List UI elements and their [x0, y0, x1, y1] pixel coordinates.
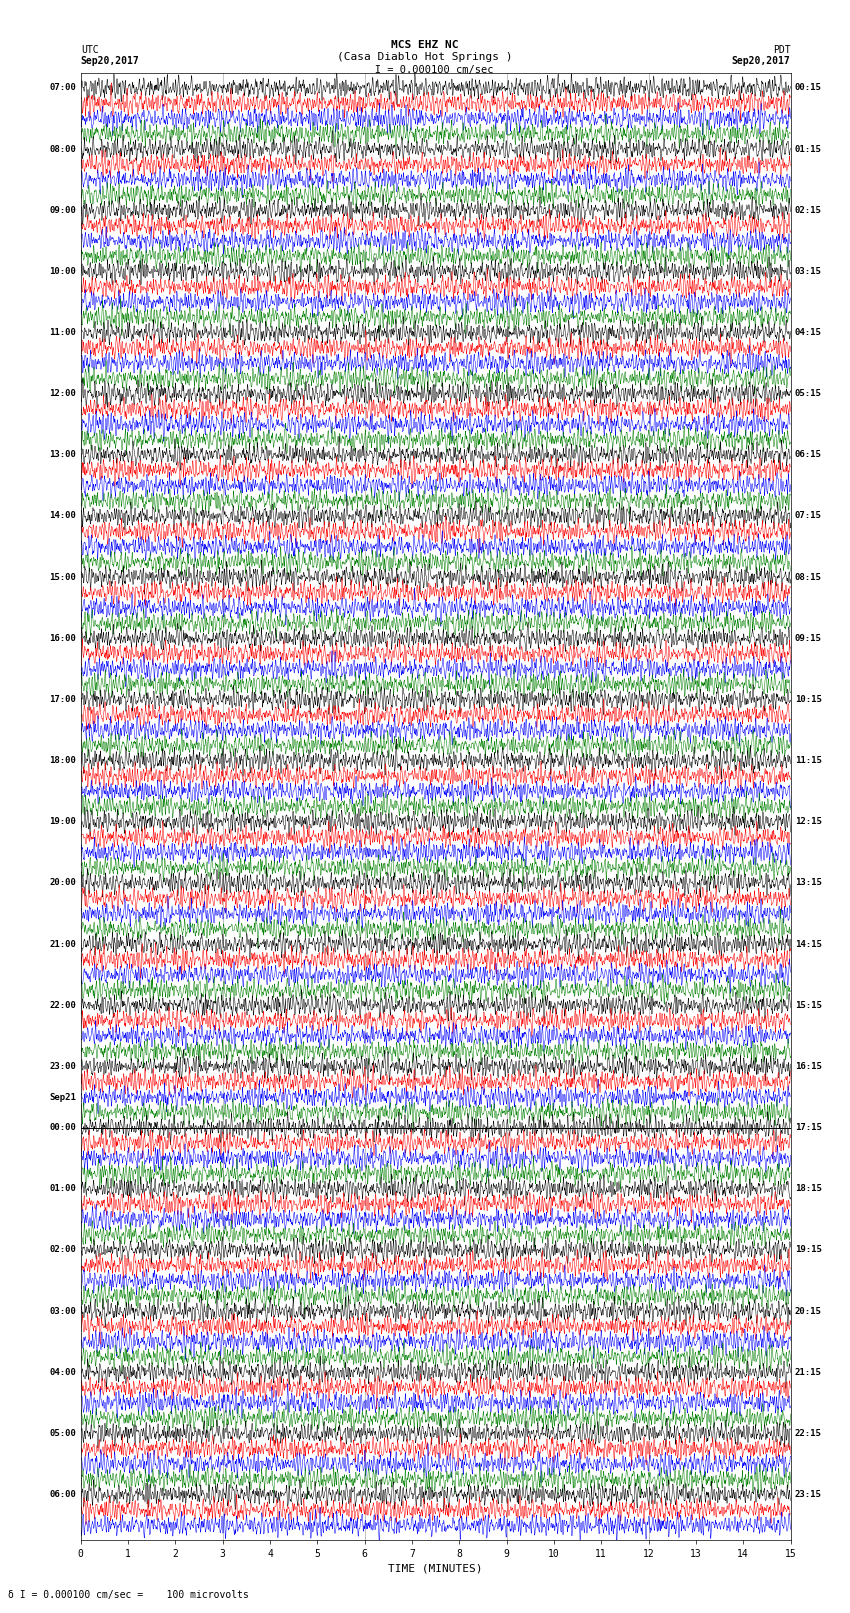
Text: 16:00: 16:00 [49, 634, 76, 644]
Text: 15:00: 15:00 [49, 573, 76, 582]
Text: 08:15: 08:15 [795, 573, 822, 582]
Text: MCS EHZ NC: MCS EHZ NC [391, 40, 459, 50]
Text: 19:00: 19:00 [49, 818, 76, 826]
Text: 17:00: 17:00 [49, 695, 76, 703]
Text: 21:15: 21:15 [795, 1368, 822, 1378]
Text: (Casa Diablo Hot Springs ): (Casa Diablo Hot Springs ) [337, 52, 513, 61]
Text: 06:15: 06:15 [795, 450, 822, 460]
Text: 21:00: 21:00 [49, 940, 76, 948]
Text: 03:00: 03:00 [49, 1307, 76, 1316]
Text: 22:15: 22:15 [795, 1429, 822, 1437]
Text: Sep20,2017: Sep20,2017 [81, 56, 139, 66]
Text: 15:15: 15:15 [795, 1000, 822, 1010]
Text: 12:00: 12:00 [49, 389, 76, 398]
Text: 10:00: 10:00 [49, 266, 76, 276]
Text: 14:00: 14:00 [49, 511, 76, 521]
Text: 06:00: 06:00 [49, 1490, 76, 1498]
Text: 18:15: 18:15 [795, 1184, 822, 1194]
Text: 12:15: 12:15 [795, 818, 822, 826]
Text: UTC: UTC [81, 45, 99, 55]
Text: 09:15: 09:15 [795, 634, 822, 644]
Text: 17:15: 17:15 [795, 1123, 822, 1132]
Text: 23:00: 23:00 [49, 1061, 76, 1071]
Text: 04:15: 04:15 [795, 327, 822, 337]
Text: 07:00: 07:00 [49, 84, 76, 92]
Text: 05:00: 05:00 [49, 1429, 76, 1437]
Text: 01:15: 01:15 [795, 145, 822, 153]
Text: 20:15: 20:15 [795, 1307, 822, 1316]
Text: 11:00: 11:00 [49, 327, 76, 337]
Text: 02:00: 02:00 [49, 1245, 76, 1255]
Text: 22:00: 22:00 [49, 1000, 76, 1010]
Text: Sep20,2017: Sep20,2017 [732, 56, 791, 66]
Text: 16:15: 16:15 [795, 1061, 822, 1071]
Text: I = 0.000100 cm/sec: I = 0.000100 cm/sec [356, 65, 494, 74]
Text: 23:15: 23:15 [795, 1490, 822, 1498]
Text: 18:00: 18:00 [49, 756, 76, 765]
Text: Sep21: Sep21 [49, 1092, 76, 1102]
Text: 13:00: 13:00 [49, 450, 76, 460]
X-axis label: TIME (MINUTES): TIME (MINUTES) [388, 1563, 483, 1574]
Text: 10:15: 10:15 [795, 695, 822, 703]
Text: 01:00: 01:00 [49, 1184, 76, 1194]
Text: PDT: PDT [773, 45, 790, 55]
Text: 00:15: 00:15 [795, 84, 822, 92]
Text: 19:15: 19:15 [795, 1245, 822, 1255]
Text: 05:15: 05:15 [795, 389, 822, 398]
Text: 07:15: 07:15 [795, 511, 822, 521]
Text: 20:00: 20:00 [49, 879, 76, 887]
Text: 14:15: 14:15 [795, 940, 822, 948]
Text: 08:00: 08:00 [49, 145, 76, 153]
Text: δ I = 0.000100 cm/sec =    100 microvolts: δ I = 0.000100 cm/sec = 100 microvolts [8, 1590, 249, 1600]
Text: 13:15: 13:15 [795, 879, 822, 887]
Text: 09:00: 09:00 [49, 206, 76, 215]
Text: 02:15: 02:15 [795, 206, 822, 215]
Text: 03:15: 03:15 [795, 266, 822, 276]
Text: 00:00: 00:00 [49, 1123, 76, 1132]
Text: 04:00: 04:00 [49, 1368, 76, 1378]
Text: 11:15: 11:15 [795, 756, 822, 765]
